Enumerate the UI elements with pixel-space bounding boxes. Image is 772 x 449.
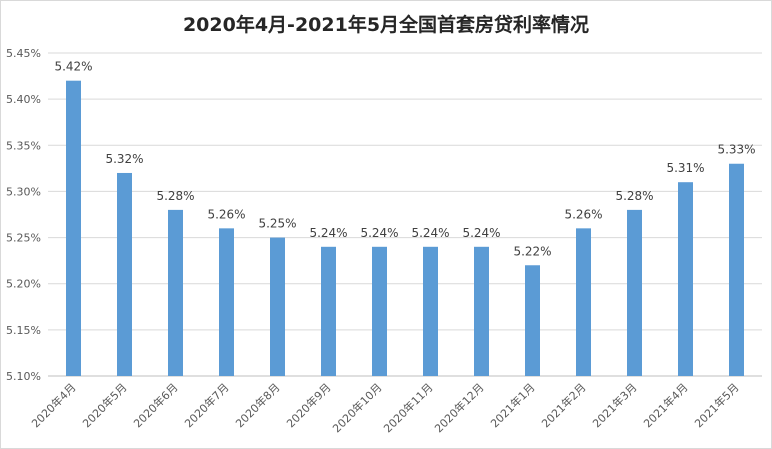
x-tick-label: 2020年4月 (28, 380, 78, 430)
bar (627, 209, 642, 376)
x-tick-label: 2021年3月 (589, 380, 639, 430)
data-label: 5.28% (615, 189, 653, 203)
x-tick-labels: 2020年4月 2020年5月 2020年6月 2020年7月 2020年8月 2020年… (28, 380, 741, 435)
data-label: 5.24% (462, 226, 500, 240)
x-tick-label: 2020年9月 (283, 380, 333, 430)
data-label: 5.24% (360, 226, 398, 240)
data-label: 5.26% (207, 207, 245, 221)
x-tick-label: 2020年10月 (329, 380, 384, 435)
data-labels: 5.42% 5.32% 5.28% 5.26% 5.25% 5.24% 5.24% 5.24%… (54, 60, 755, 259)
data-label: 5.24% (309, 226, 347, 240)
bar (219, 228, 234, 376)
data-label: 5.26% (564, 207, 602, 221)
data-label: 5.24% (411, 226, 449, 240)
y-tick-label: 5.25% (6, 232, 41, 245)
bar (678, 182, 693, 376)
data-label: 5.25% (258, 217, 296, 231)
data-label: 5.22% (513, 244, 551, 258)
x-tick-label: 2020年8月 (232, 380, 282, 430)
bar (576, 228, 591, 376)
y-tick-labels: 5.10% 5.15% 5.20% 5.25% 5.30% 5.35% 5.40% 5.45% (6, 47, 41, 383)
bar (66, 80, 81, 376)
data-label: 5.42% (54, 60, 92, 74)
bar (321, 246, 336, 376)
y-tick-label: 5.10% (6, 370, 41, 383)
bar (168, 209, 183, 376)
x-tick-label: 2021年2月 (538, 380, 588, 430)
x-tick-label: 2020年7月 (181, 380, 231, 430)
y-tick-label: 5.45% (6, 47, 41, 60)
bar (423, 246, 438, 376)
x-tick-label: 2021年4月 (640, 380, 690, 430)
bar (525, 265, 540, 376)
y-tick-label: 5.35% (6, 139, 41, 152)
data-label: 5.33% (717, 143, 755, 157)
bar (117, 172, 132, 376)
data-label: 5.32% (105, 152, 143, 166)
gridlines (48, 52, 762, 331)
x-tick-label: 2021年5月 (691, 380, 741, 430)
x-tick-label: 2020年5月 (79, 380, 129, 430)
data-label: 5.31% (666, 161, 704, 175)
x-tick-label: 2020年11月 (380, 380, 435, 435)
bar (372, 246, 387, 376)
y-tick-label: 5.30% (6, 185, 41, 198)
x-tick-label: 2020年12月 (431, 380, 486, 435)
x-tick-label: 2020年6月 (130, 380, 180, 430)
bar (270, 237, 285, 376)
y-tick-label: 5.15% (6, 324, 41, 337)
y-tick-label: 5.20% (6, 278, 41, 291)
chart-title: 2020年4月-2021年5月全国首套房贷利率情况 (182, 14, 590, 36)
data-label: 5.28% (156, 189, 194, 203)
x-tick-label: 2021年1月 (487, 380, 537, 430)
y-tick-label: 5.40% (6, 93, 41, 106)
bars (66, 80, 744, 376)
bar (729, 163, 744, 376)
bar (474, 246, 489, 376)
